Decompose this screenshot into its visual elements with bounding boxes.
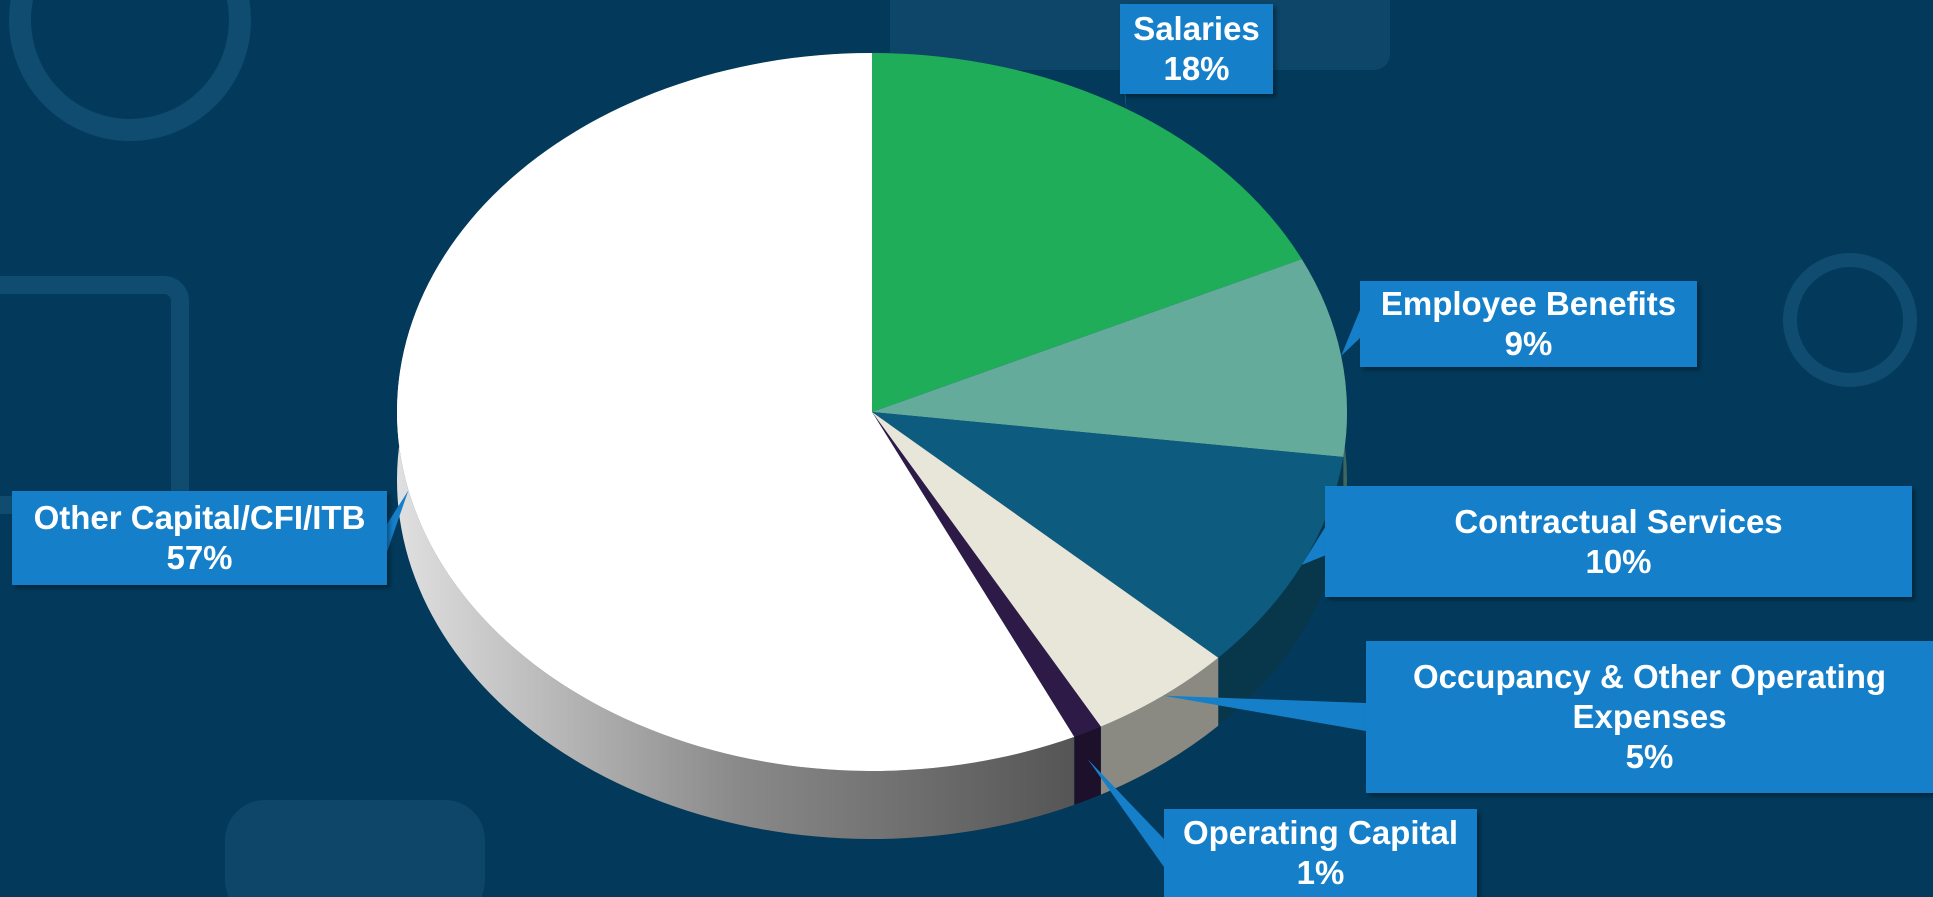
slice — [872, 53, 1302, 412]
data-label: Operating Capital 1% — [1164, 809, 1477, 897]
bg-icon — [0, 276, 189, 514]
label-value: 5% — [1625, 738, 1674, 775]
label-value: 57% — [166, 539, 233, 576]
data-label: Occupancy & Other Operating Expenses 5% — [1366, 641, 1933, 793]
slice — [872, 259, 1347, 457]
label-value: 9% — [1504, 325, 1553, 362]
label-name: Salaries — [1133, 10, 1260, 47]
slice-side — [1100, 657, 1219, 795]
slice — [872, 412, 1219, 727]
bg-icon — [9, 0, 251, 141]
label-pointer — [1087, 759, 1164, 867]
label-value: 1% — [1296, 854, 1345, 891]
label-value: 18% — [1163, 50, 1230, 87]
label-value: 10% — [1585, 542, 1652, 580]
bg-icon — [1783, 253, 1917, 387]
data-label: Salaries 18% — [1120, 4, 1273, 94]
slice-side — [1218, 456, 1344, 726]
label-name: Occupancy & Other Operating Expenses — [1412, 658, 1887, 735]
label-pointer — [1341, 310, 1360, 356]
slice-side — [1074, 726, 1101, 805]
label-name: Other Capital/CFI/ITB — [33, 499, 366, 536]
label-name: Contractual Services — [1454, 502, 1783, 540]
slice — [872, 412, 1101, 737]
data-label: Contractual Services 10% — [1325, 486, 1912, 597]
label-pointer — [387, 490, 409, 552]
slice — [396, 53, 1075, 771]
label-name: Operating Capital — [1182, 814, 1459, 851]
label-pointer — [1301, 527, 1325, 565]
data-label: Other Capital/CFI/ITB 57% — [12, 491, 387, 585]
bg-icon — [225, 800, 485, 897]
label-pointer — [1163, 695, 1366, 731]
data-label: Employee Benefits 9% — [1360, 281, 1697, 367]
slice — [872, 412, 1344, 658]
slice-side — [396, 53, 1075, 839]
label-name: Employee Benefits — [1380, 285, 1677, 322]
